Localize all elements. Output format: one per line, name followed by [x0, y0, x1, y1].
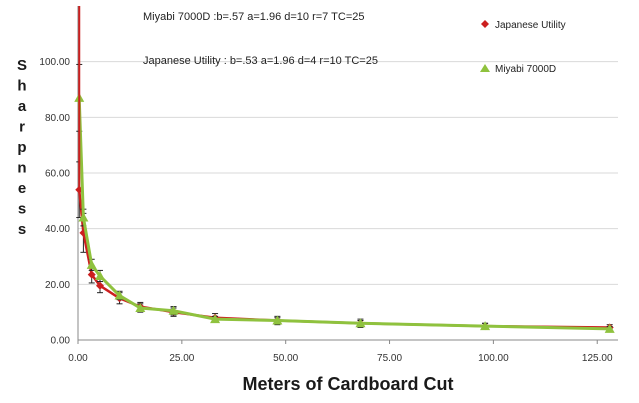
data-point-miyabi-7000d	[604, 323, 615, 333]
data-point-miyabi-7000d	[355, 318, 366, 328]
x-tick-label: 100.00	[478, 353, 509, 364]
gridlines	[78, 61, 618, 285]
legend-label-miyabi: Miyabi 7000D	[495, 64, 556, 75]
y-tick-label: 60.00	[45, 169, 70, 180]
y-tick-labels: 0.00 20.00 40.00 60.00 80.00 100.00	[39, 57, 70, 346]
annotation-miyabi: Miyabi 7000D :b=.57 a=1.96 d=10 r=7 TC=2…	[143, 11, 364, 23]
y-axis-label-letter: S	[17, 57, 27, 74]
y-tick-label: 0.00	[51, 336, 71, 347]
data-point-miyabi-7000d	[86, 259, 97, 269]
y-axis-label-letter: s	[18, 201, 26, 218]
data-point-miyabi-7000d	[168, 305, 179, 315]
data-point-miyabi-7000d	[272, 315, 283, 325]
series-layer	[74, 6, 615, 333]
y-axis-label-letter: r	[19, 119, 25, 136]
series-miyabi-7000d	[74, 63, 615, 333]
data-point-miyabi-7000d	[95, 270, 106, 280]
y-axis-label-letter: a	[18, 98, 27, 115]
x-tick-labels: 0.00 25.00 50.00 75.00 100.00 125.00	[68, 340, 613, 364]
legend-marker-miyabi	[480, 64, 490, 72]
y-axis-label-letter: h	[17, 78, 26, 95]
data-point-miyabi-7000d	[210, 314, 221, 324]
y-axis-label-letter: s	[18, 221, 26, 238]
data-point-miyabi-7000d	[480, 321, 491, 331]
legend-marker-japanese-utility	[481, 20, 489, 28]
y-tick-label: 40.00	[45, 224, 70, 235]
legend-label-japanese-utility: Japanese Utility	[495, 20, 566, 31]
data-point-miyabi-7000d	[78, 212, 89, 222]
data-point-miyabi-7000d	[135, 302, 146, 312]
series-japanese-utility	[75, 161, 614, 332]
x-axis-label: Meters of Cardboard Cut	[242, 374, 453, 394]
annotation-japanese-utility: Japanese Utility : b=.53 a=1.96 d=4 r=10…	[143, 55, 378, 67]
data-point-japanese-utility	[87, 270, 96, 279]
series-line-japanese-utility	[77, 189, 610, 329]
series-line-miyabi-7000d	[77, 97, 610, 331]
x-tick-label: 0.00	[68, 353, 88, 364]
y-axis-label-letter: p	[17, 139, 26, 156]
x-tick-label: 50.00	[273, 353, 298, 364]
y-axis-label-letter: n	[17, 160, 26, 177]
x-tick-label: 75.00	[377, 353, 402, 364]
y-tick-label: 80.00	[45, 113, 70, 124]
y-tick-label: 20.00	[45, 280, 70, 291]
y-axis-label-letter: e	[18, 180, 26, 197]
data-point-japanese-utility	[96, 281, 105, 290]
legend: Japanese Utility Miyabi 7000D	[480, 20, 566, 75]
x-tick-label: 25.00	[169, 353, 194, 364]
x-tick-label: 125.00	[582, 353, 613, 364]
y-tick-label: 100.00	[39, 57, 70, 68]
data-point-miyabi-7000d	[114, 290, 125, 300]
